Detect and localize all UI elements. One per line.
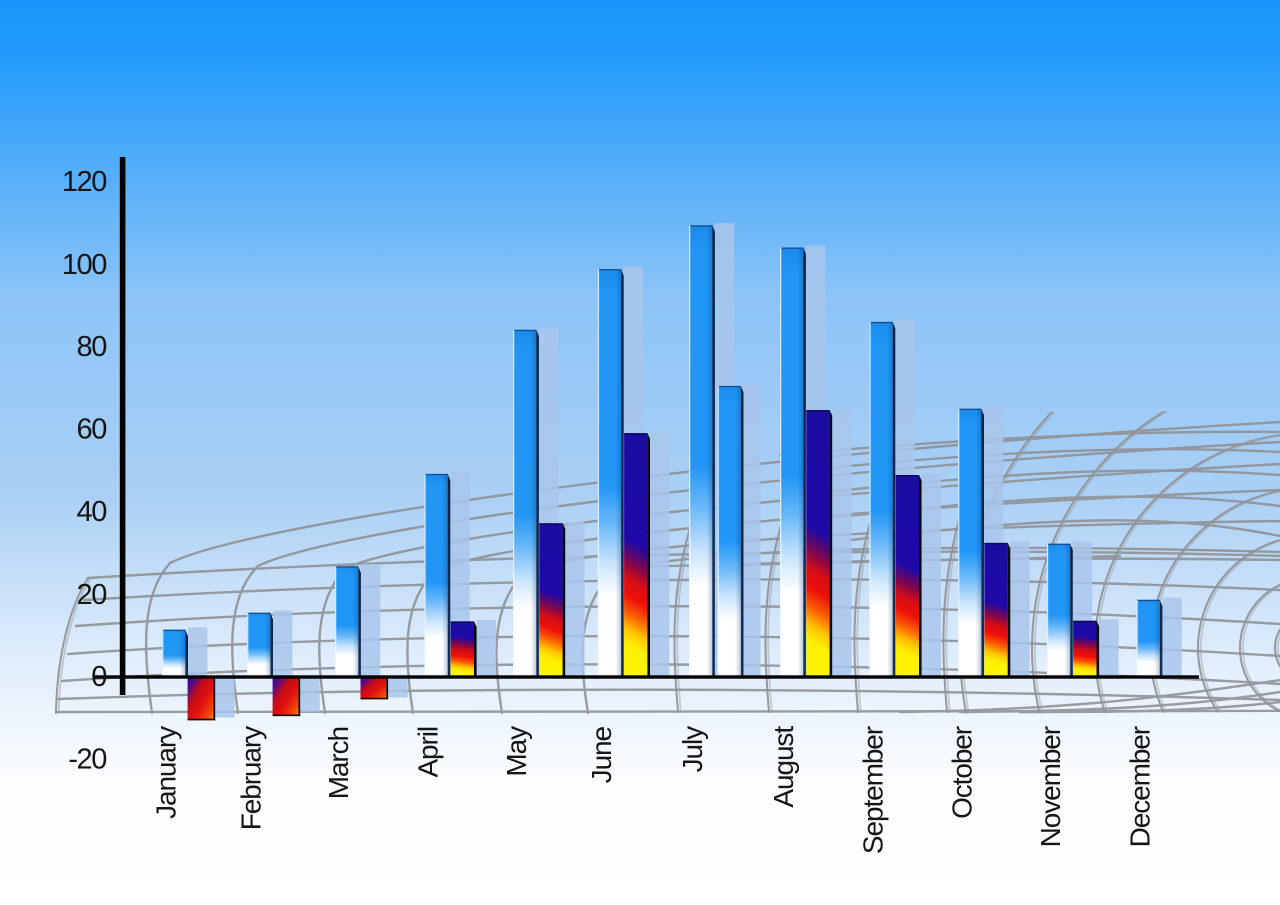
svg-text:20: 20 [77, 579, 107, 611]
svg-text:December: December [1125, 726, 1156, 847]
svg-text:October: October [946, 726, 977, 819]
svg-text:September: September [858, 726, 889, 854]
svg-text:April: April [413, 727, 444, 778]
svg-text:August: August [768, 726, 799, 808]
svg-text:November: November [1035, 726, 1066, 847]
svg-text:0: 0 [91, 661, 106, 693]
svg-text:-20: -20 [68, 744, 106, 776]
svg-text:June: June [586, 726, 617, 783]
svg-text:February: February [235, 726, 266, 830]
svg-text:March: March [323, 727, 354, 799]
svg-text:May: May [501, 726, 532, 777]
svg-text:January: January [150, 726, 181, 819]
svg-text:60: 60 [77, 414, 107, 446]
svg-text:80: 80 [77, 331, 107, 363]
svg-text:120: 120 [62, 166, 106, 198]
svg-text:July: July [677, 726, 708, 772]
svg-text:100: 100 [62, 249, 106, 281]
svg-text:40: 40 [77, 496, 107, 528]
